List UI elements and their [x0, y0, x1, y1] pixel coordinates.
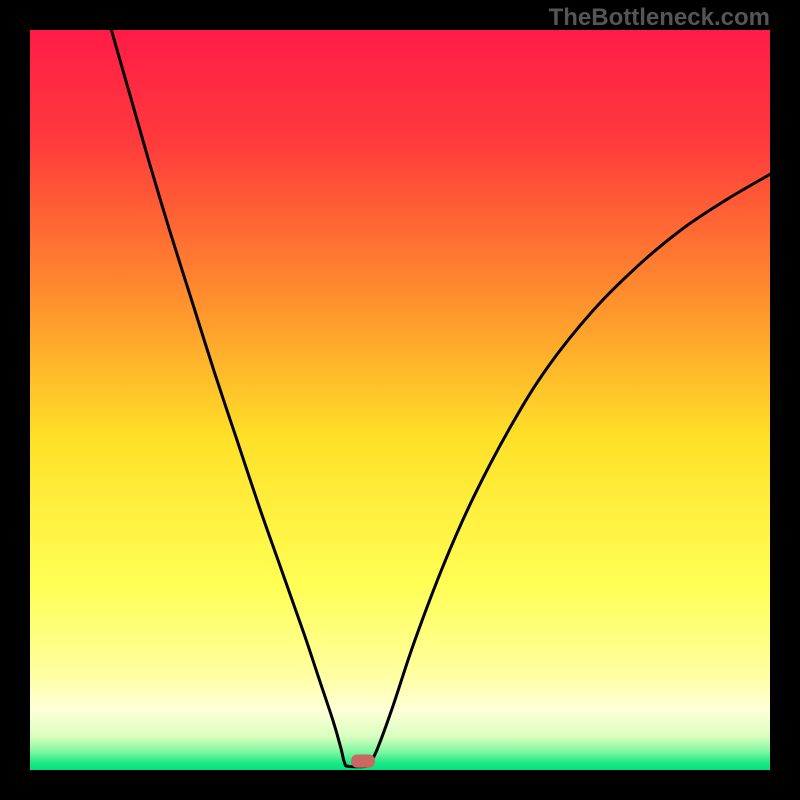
- watermark-text: TheBottleneck.com: [549, 4, 770, 32]
- plot-background: [30, 30, 770, 770]
- bottleneck-chart: [0, 0, 800, 800]
- chart-container: TheBottleneck.com: [0, 0, 800, 800]
- minimum-marker: [351, 754, 375, 767]
